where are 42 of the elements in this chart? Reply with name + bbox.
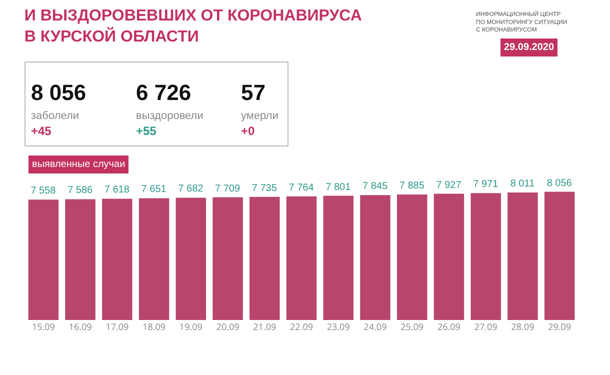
chart-title: И ВЫЗДОРОВЕВШИХ ОТ КОРОНАВИРУСА В КУРСКОЙ ОБЛАСТИ: [24, 8, 362, 46]
data-label: 7 801: [326, 182, 352, 193]
x-tick-label: 23.09: [326, 320, 350, 333]
data-label: 8 011: [510, 178, 536, 190]
x-tick-label: 25.09: [400, 320, 424, 333]
data-label: 7 885: [399, 180, 425, 192]
data-label: 7 764: [288, 182, 314, 194]
data-label: 7 558: [30, 186, 56, 197]
x-tick-label: 27.09: [474, 320, 498, 333]
text: заболели: [31, 110, 80, 122]
data-label: 7 586: [68, 185, 94, 196]
text: 8 056: [31, 80, 86, 105]
x-tick-label: 17.09: [106, 320, 129, 333]
data-label: 7 845: [362, 181, 388, 192]
x-tick-label: 15.09: [32, 320, 55, 333]
x-tick-label: 21.09: [253, 320, 276, 333]
x-tick-label: 28.09: [511, 320, 534, 333]
x-tick-label: 18.09: [142, 320, 166, 333]
data-label: 7 735: [252, 182, 278, 194]
text: 6 726: [136, 80, 192, 105]
text: выздоровели: [136, 110, 204, 122]
x-tick-label: 26.09: [437, 320, 460, 333]
text: +55: [136, 124, 157, 138]
text: +45: [31, 124, 52, 138]
x-tick-label: 24.09: [364, 320, 387, 333]
data-label: 7 971: [473, 179, 499, 190]
text: выявленные случаи: [32, 159, 126, 170]
text: умерли: [241, 110, 278, 122]
x-tick-label: 16.09: [68, 320, 92, 333]
data-label: 7 927: [436, 180, 462, 191]
x-tick-label: 19.09: [179, 320, 202, 333]
data-label: 7 682: [178, 184, 204, 195]
x-tick-label: 22.09: [290, 320, 313, 333]
data-label: 8 056: [546, 178, 572, 189]
text: 57: [241, 80, 266, 105]
data-label: 7 651: [141, 184, 167, 196]
x-tick-label: 20.09: [216, 320, 240, 333]
text: +0: [241, 124, 256, 138]
x-tick-label: 29.09: [548, 320, 572, 333]
data-label: 7 618: [104, 184, 130, 196]
text: 29.09.2020: [504, 42, 554, 53]
data-label: 7 709: [215, 183, 240, 194]
